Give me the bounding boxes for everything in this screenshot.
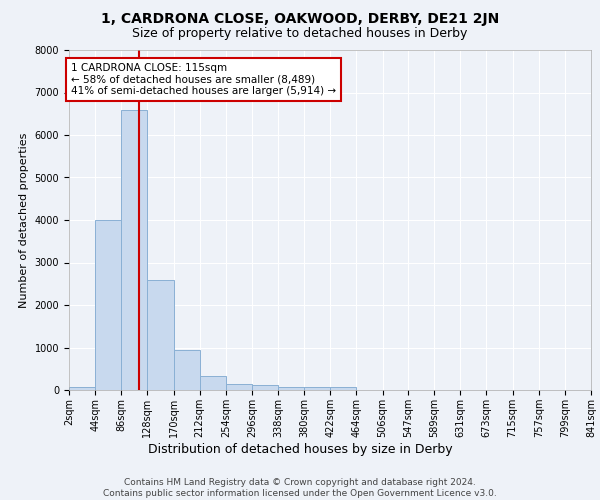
- Bar: [252, 385, 278, 390]
- Text: 1 CARDRONA CLOSE: 115sqm
← 58% of detached houses are smaller (8,489)
41% of sem: 1 CARDRONA CLOSE: 115sqm ← 58% of detach…: [71, 62, 336, 96]
- Bar: [69, 386, 95, 390]
- Bar: [95, 220, 121, 390]
- Bar: [331, 388, 356, 390]
- Bar: [121, 110, 148, 390]
- Text: 1, CARDRONA CLOSE, OAKWOOD, DERBY, DE21 2JN: 1, CARDRONA CLOSE, OAKWOOD, DERBY, DE21 …: [101, 12, 499, 26]
- Bar: [200, 376, 226, 390]
- Y-axis label: Number of detached properties: Number of detached properties: [19, 132, 29, 308]
- Bar: [278, 386, 304, 390]
- Text: Size of property relative to detached houses in Derby: Size of property relative to detached ho…: [133, 28, 467, 40]
- Bar: [173, 350, 200, 390]
- Bar: [304, 388, 331, 390]
- Bar: [148, 280, 173, 390]
- Text: Contains HM Land Registry data © Crown copyright and database right 2024.
Contai: Contains HM Land Registry data © Crown c…: [103, 478, 497, 498]
- Bar: [226, 384, 252, 390]
- Text: Distribution of detached houses by size in Derby: Distribution of detached houses by size …: [148, 442, 452, 456]
